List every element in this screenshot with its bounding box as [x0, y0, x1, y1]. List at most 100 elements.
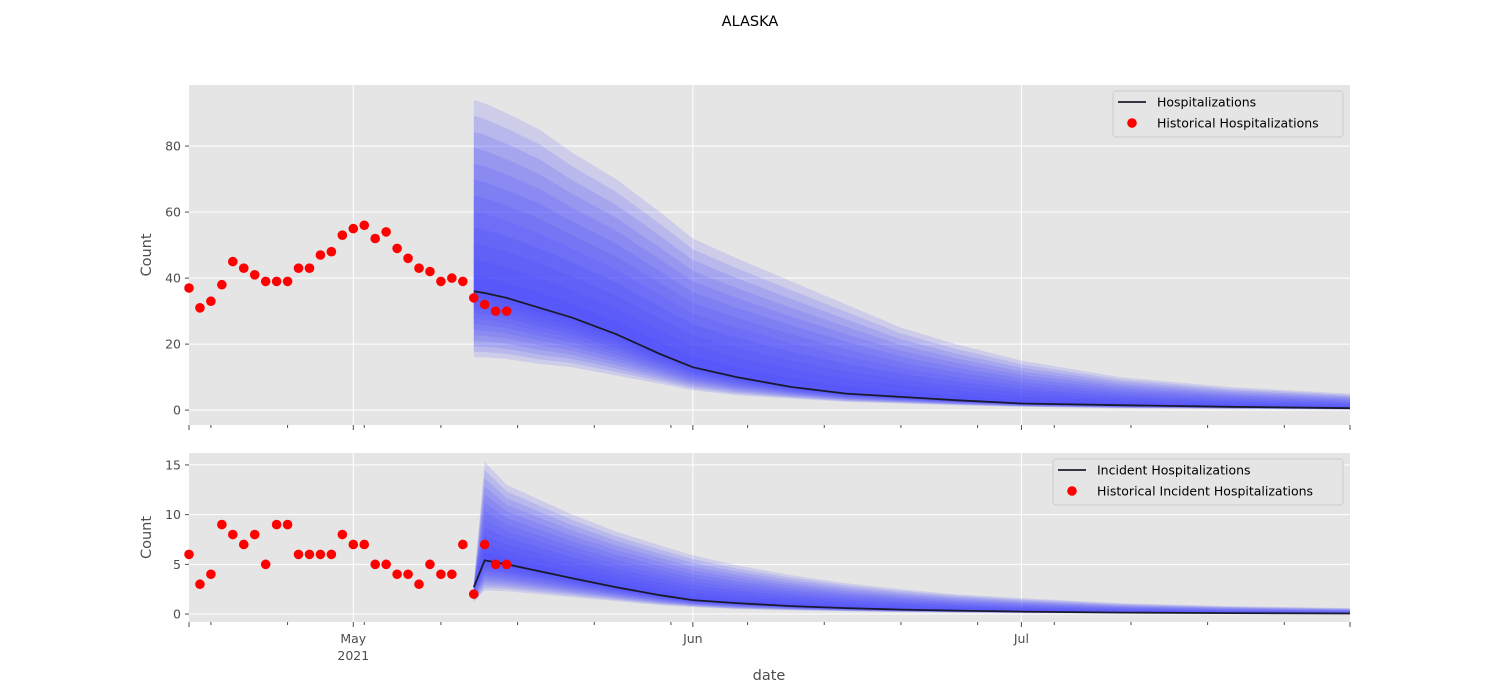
data-point — [228, 529, 238, 540]
data-point — [293, 263, 304, 274]
x-tick-sublabel: 2021 — [337, 648, 369, 663]
forecast-band — [473, 99, 1350, 410]
data-point — [282, 519, 293, 530]
data-point — [414, 263, 424, 274]
forecast-band — [473, 275, 1350, 409]
data-point — [184, 549, 194, 560]
data-point — [348, 539, 359, 550]
hospitalizations-panel: 0 20 40 60 80 Count Hospitalizations Historical… — [139, 85, 1351, 430]
data-point — [359, 220, 370, 231]
y-tick-label: 5 — [173, 557, 181, 572]
y-tick-label: 0 — [173, 607, 181, 622]
legend-box — [1052, 458, 1344, 506]
data-point — [304, 549, 315, 560]
forecast-band — [473, 519, 1350, 614]
data-point — [479, 299, 490, 310]
legend-label: Incident Hospitalizations — [1097, 463, 1251, 478]
data-point — [260, 276, 271, 287]
data-point — [490, 559, 501, 570]
y-tick-label: 60 — [165, 205, 181, 220]
data-point — [468, 589, 479, 599]
y-tick-label: 80 — [165, 139, 181, 154]
x-tick-label: Jun — [682, 631, 703, 646]
data-point — [217, 519, 227, 530]
series-line — [473, 290, 1351, 410]
data-point — [206, 569, 216, 580]
forecast-band — [473, 195, 1350, 409]
forecast-band — [473, 535, 1350, 614]
data-point — [468, 293, 479, 303]
data-point — [304, 263, 315, 274]
figure-title: ALASKA — [722, 14, 779, 30]
shared-date-axis: May 2021 Jun Jul — [337, 631, 1029, 663]
forecast-band — [473, 486, 1350, 614]
forecast-band — [473, 227, 1350, 409]
legend: Incident Hospitalizations Historical Inci… — [1052, 458, 1344, 506]
y-axis-label: Count — [139, 233, 155, 276]
forecast-band — [473, 511, 1350, 614]
series-line — [472, 559, 1351, 615]
legend: Hospitalizations Historical Hospitalizati… — [1112, 90, 1344, 138]
legend-label: Hospitalizations — [1157, 95, 1256, 110]
data-point — [392, 569, 402, 580]
legend-box — [1112, 90, 1344, 138]
forecast-band — [473, 470, 1350, 614]
data-point — [238, 263, 249, 274]
forecast-band — [473, 115, 1350, 410]
forecast-band — [473, 552, 1350, 614]
forecast-band — [473, 527, 1350, 614]
data-point — [238, 539, 249, 550]
data-point — [403, 569, 413, 580]
data-point — [195, 579, 205, 590]
data-point — [293, 549, 304, 560]
data-point — [326, 549, 337, 560]
data-point — [271, 276, 282, 287]
data-point — [348, 223, 359, 234]
data-point — [260, 559, 271, 570]
data-point — [381, 227, 391, 237]
data-point — [490, 306, 501, 316]
forecast-band — [473, 259, 1350, 409]
forecast-band — [473, 494, 1350, 614]
data-point — [359, 539, 370, 550]
data-point — [337, 529, 348, 540]
legend-label: Historical Hospitalizations — [1157, 116, 1319, 131]
data-point — [217, 279, 227, 290]
forecast-band — [473, 478, 1350, 614]
forecast-band — [473, 211, 1350, 409]
forecast-band — [473, 147, 1350, 410]
incident-hospitalizations-panel: 0 5 10 15 Count Incident Hospitalizations Hist… — [139, 453, 1351, 627]
data-point — [370, 233, 380, 244]
legend-point-swatch — [1127, 118, 1137, 128]
data-point — [282, 276, 293, 287]
forecast-band — [473, 544, 1350, 614]
data-point — [479, 539, 490, 550]
data-point — [271, 519, 282, 530]
data-point — [249, 270, 260, 280]
data-point — [249, 529, 260, 540]
data-point — [195, 303, 205, 313]
y-tick-label: 40 — [165, 271, 181, 286]
data-point — [425, 266, 435, 277]
data-point — [370, 559, 380, 570]
forecast-band — [473, 163, 1350, 409]
forecast-band — [473, 461, 1350, 614]
data-point — [392, 243, 402, 254]
plot-background — [189, 85, 1350, 425]
data-point — [458, 276, 468, 287]
data-point — [326, 246, 337, 257]
data-point — [381, 559, 391, 570]
y-axis-label: Count — [139, 516, 155, 559]
data-point — [447, 569, 457, 580]
forecast-band — [473, 179, 1350, 409]
forecast-band — [473, 503, 1350, 614]
x-axis-label: date — [753, 668, 786, 684]
data-point — [206, 296, 216, 307]
data-point — [436, 276, 446, 287]
data-point — [425, 559, 435, 570]
y-tick-label: 20 — [165, 337, 181, 352]
data-point — [458, 539, 468, 550]
legend-point-swatch — [1067, 486, 1077, 496]
data-point — [436, 569, 446, 580]
